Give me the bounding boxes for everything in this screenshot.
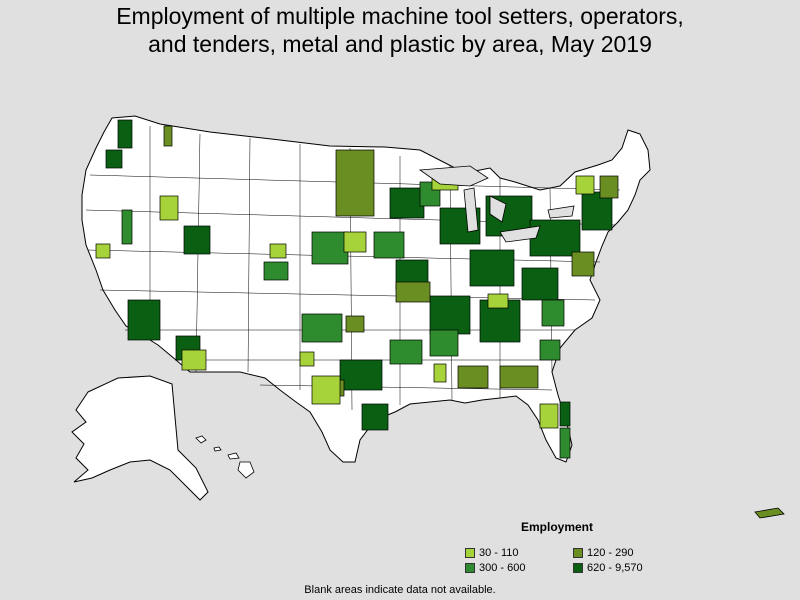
legend-item-120-290: 120 - 290	[573, 547, 633, 559]
hawaii-islands	[195, 435, 255, 479]
metro-areas	[95, 119, 619, 459]
great-lakes	[418, 165, 575, 243]
legend-label-120-290: 120 - 290	[587, 547, 634, 559]
legend-swatch-olive	[573, 548, 583, 558]
legend-label-300-600: 300 - 600	[479, 562, 526, 574]
map-title: Employment of multiple machine tool sett…	[0, 0, 800, 58]
map-footnote: Blank areas indicate data not available.	[304, 584, 496, 596]
map-title-line-2: and tenders, metal and plastic by area, …	[148, 31, 652, 57]
legend-item-620-9570: 620 - 9,570	[573, 562, 643, 574]
legend-swatch-dark-green	[573, 563, 583, 573]
legend-item-30-110: 30 - 110	[465, 547, 519, 559]
puerto-rico	[754, 507, 785, 519]
map-title-line-1: Employment of multiple machine tool sett…	[116, 3, 684, 29]
legend-item-300-600: 300 - 600	[465, 562, 525, 574]
alaska-outline	[71, 375, 209, 501]
legend-title: Employment	[521, 520, 594, 534]
legend-swatch-medium-green	[465, 563, 475, 573]
legend-label-30-110: 30 - 110	[479, 547, 519, 559]
legend-label-620-9570: 620 - 9,570	[587, 562, 643, 574]
legend-swatch-light-green	[465, 548, 475, 558]
